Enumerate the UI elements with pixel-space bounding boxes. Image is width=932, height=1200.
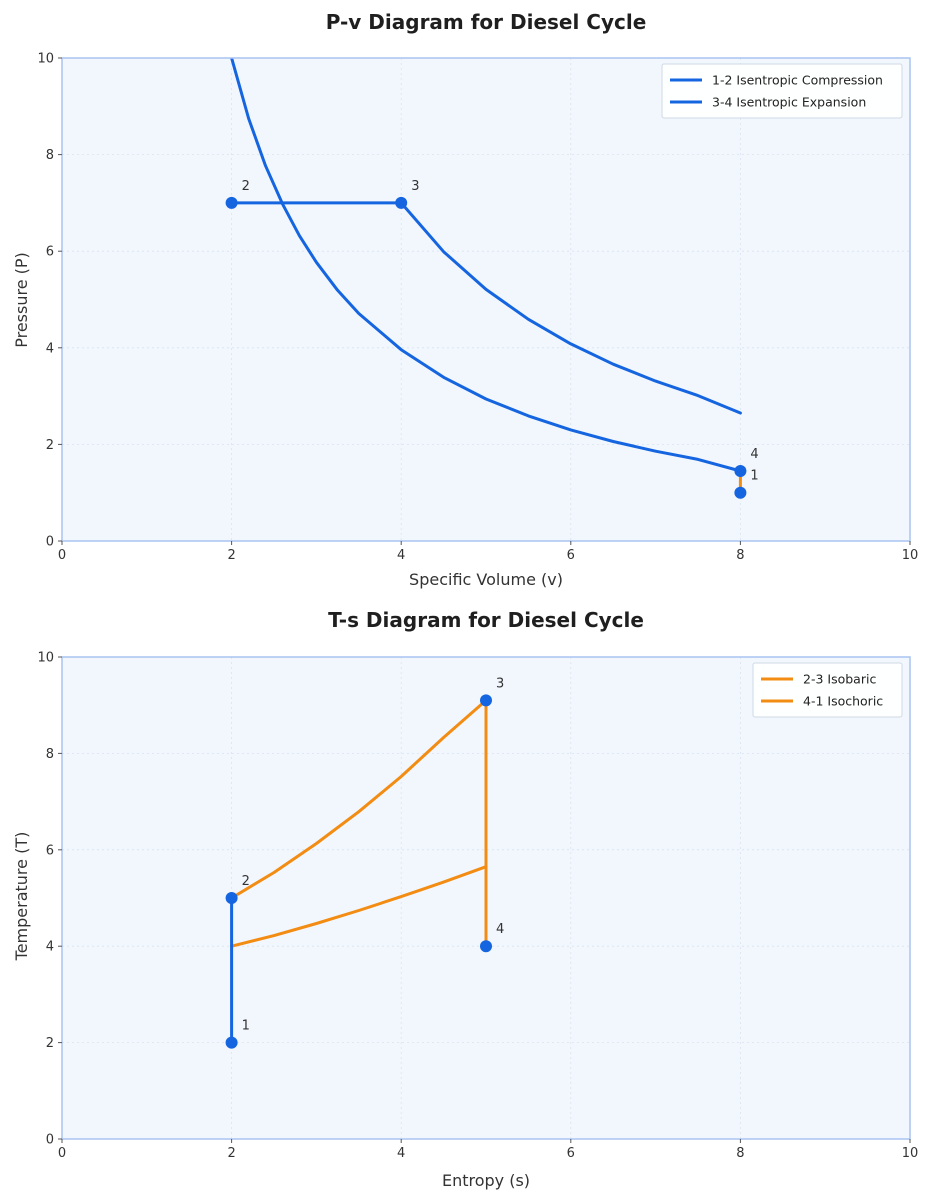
x-tick-label: 8 [736,1146,744,1161]
y-tick-label: 8 [46,747,54,762]
x-tick-label: 0 [58,1146,66,1161]
x-tick-label: 6 [567,548,575,563]
state-point-3 [395,196,408,209]
y-axis-label: Temperature (T) [12,832,31,962]
series-group [230,698,488,1045]
x-tick-label: 4 [397,548,405,563]
chart-title: T-s Diagram for Diesel Cycle [328,608,644,632]
state-point-label: 3 [411,179,419,194]
x-tick-label: 8 [736,548,744,563]
series-line-2-3-isobaric [230,698,488,900]
legend-entry: 2-3 Isobaric [803,672,876,687]
plot-frame [61,656,911,1140]
state-point-label: 4 [750,447,758,462]
x-tick-label: 2 [227,548,235,563]
chart-title: P-v Diagram for Diesel Cycle [326,10,647,34]
series-line-3-4-isentropic-expansion [399,201,742,415]
state-point-4 [734,464,747,477]
state-point-3 [480,694,492,707]
legend: 2-3 Isobaric 4-1 Isochoric [752,662,903,718]
y-tick-label: 6 [46,245,54,260]
legend-entry: 1-2 Isentropic Compression [712,73,883,88]
legend-entry: 4-1 Isochoric [803,694,883,709]
state-point-label: 1 [750,469,758,484]
state-point-4 [480,940,492,953]
x-tick-label: 4 [397,1146,405,1161]
pv-diagram-chart: P-v Diagram for Diesel Cycle Specific Vo… [12,10,919,589]
ts-diagram-chart: T-s Diagram for Diesel Cycle Entropy (s)… [12,608,919,1190]
y-tick-label: 0 [46,535,54,550]
state-point-label: 2 [242,874,250,889]
y-tick-label: 6 [46,843,54,858]
state-point-1 [734,486,747,499]
x-tick-label: 6 [567,1146,575,1161]
x-tick-label: 2 [227,1146,235,1161]
y-tick-label: 2 [46,438,54,453]
plot-area [62,58,910,541]
state-point-1 [225,1036,238,1049]
legend-box [752,662,903,718]
state-point-2 [225,892,238,904]
y-tick-label: 10 [37,52,54,67]
x-tick-label: 10 [902,1146,919,1161]
series-line-4-1-isochoric [230,865,488,948]
y-tick-label: 2 [46,1036,54,1051]
y-tick-label: 0 [46,1133,54,1148]
state-point-label: 3 [496,676,504,691]
legend-box [661,63,903,119]
state-point-label: 2 [242,179,250,194]
y-tick-label: 4 [46,940,54,955]
legend: 1-2 Isentropic Compression 3-4 Isentropic… [661,63,903,119]
legend-entry: 3-4 Isentropic Expansion [712,95,866,110]
x-axis-label: Specific Volume (v) [409,570,563,589]
y-axis-label: Pressure (P) [12,252,31,348]
state-point-label: 1 [242,1019,250,1034]
x-tick-label: 0 [58,548,66,563]
series-line-1-2-isentropic-compression [230,58,742,473]
y-tick-label: 8 [46,148,54,163]
y-tick-label: 10 [37,651,54,666]
plot-frame [61,57,911,542]
x-tick-label: 10 [902,548,919,563]
state-point-label: 4 [496,922,504,937]
state-point-2 [225,196,238,209]
x-axis-label: Entropy (s) [442,1171,530,1190]
y-tick-label: 4 [46,341,54,356]
